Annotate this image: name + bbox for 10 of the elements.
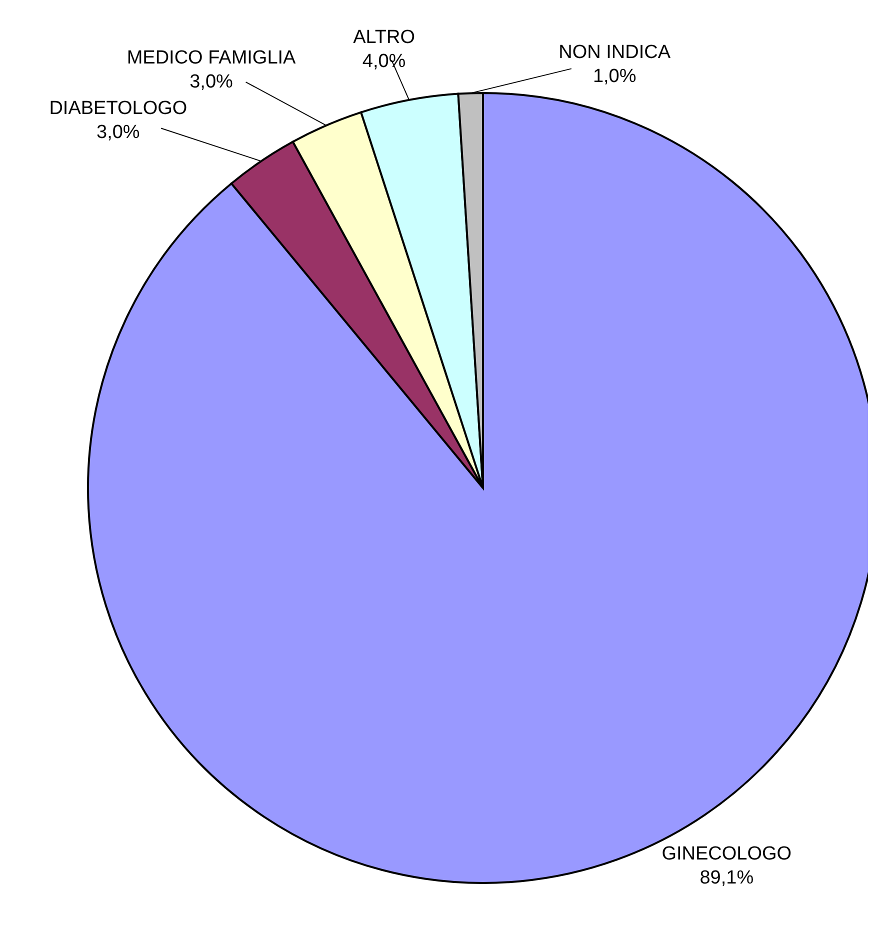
slice-label: ALTRO [353,26,416,48]
data-label: 3,0% [190,71,234,92]
data-label: 3,0% [96,122,140,144]
slice-label: NON INDICA [558,42,671,64]
slice-label: MEDICO FAMIGLIA [126,47,296,68]
slice-label: GINECOLOGO [662,844,792,865]
slice-label: DIABETOLOGO [49,98,188,120]
data-label: 1,0% [592,66,636,88]
data-label: 4,0% [362,50,406,72]
data-label: 89,1% [700,868,754,889]
